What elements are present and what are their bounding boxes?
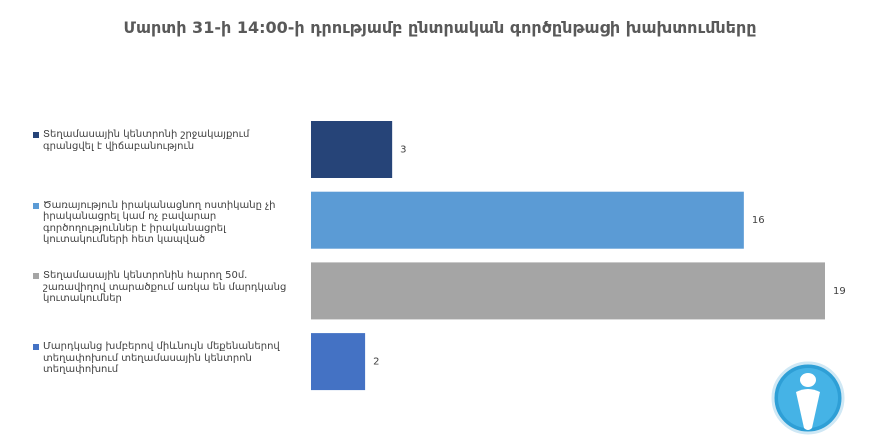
- value-label: 19: [833, 286, 846, 297]
- legend-swatch: [33, 202, 39, 209]
- category-label: Ծառայություն իրականացնող ոստիկանը չի իրա…: [43, 199, 276, 246]
- bar: [311, 262, 825, 320]
- legend-swatch: [33, 273, 39, 280]
- chart-title: Մարտի 31-ի 14:00-ի դրությամբ ընտրական գո…: [123, 18, 757, 37]
- logo: [771, 361, 845, 435]
- value-label: 2: [373, 357, 379, 368]
- category-label: Տեղամասային կենտրոնին հարող 50մ. շառավիղ…: [43, 270, 287, 305]
- bar: [311, 333, 366, 391]
- value-label: 3: [400, 145, 406, 156]
- legend-swatch: [33, 132, 39, 138]
- category-label: Տեղամասային կենտրոնի շրջակայքում գրանցվե…: [43, 129, 250, 152]
- bar: [311, 121, 393, 178]
- category-label: Մարդկանց խմբերով միևնույն մեքենաներով տե…: [43, 341, 280, 376]
- bar: [311, 191, 744, 249]
- value-label: 16: [752, 215, 765, 226]
- legend-swatch: [33, 344, 39, 351]
